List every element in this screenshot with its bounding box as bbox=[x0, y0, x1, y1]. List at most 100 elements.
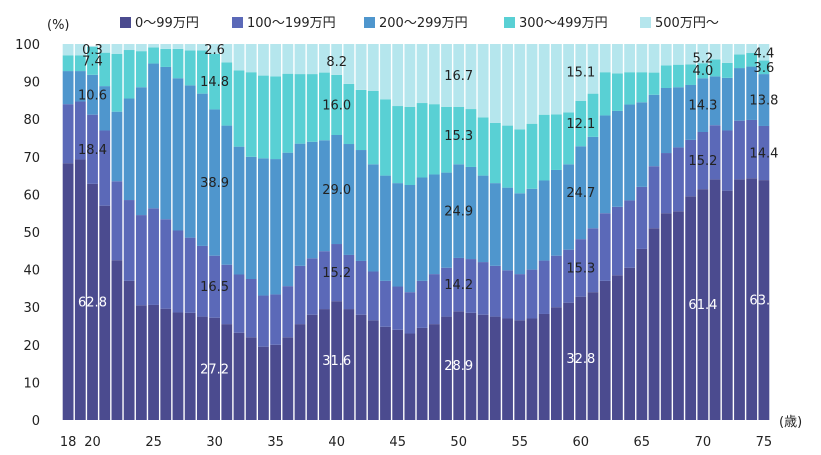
bar-segment-age-28-series-2 bbox=[184, 85, 196, 238]
legend-label: 0〜99万円 bbox=[135, 16, 199, 31]
data-label: 16.7 bbox=[444, 69, 473, 84]
data-label: 62.8 bbox=[78, 295, 107, 310]
bar-segment-age-33-series-0 bbox=[245, 337, 257, 420]
bar-segment-age-71-series-0 bbox=[709, 179, 721, 420]
bar-segment-age-41-series-2 bbox=[343, 144, 355, 255]
bar-segment-age-32-series-1 bbox=[233, 274, 245, 333]
data-label: 15.2 bbox=[322, 266, 351, 281]
bar-segment-age-68-series-0 bbox=[673, 211, 684, 420]
bar-segment-age-66-series-2 bbox=[648, 94, 660, 167]
bar-segment-age-59-series-2 bbox=[563, 164, 574, 250]
bar-segment-age-66-series-0 bbox=[648, 228, 660, 420]
bar-segment-age-61-series-0 bbox=[587, 292, 599, 420]
bar-segment-age-19-series-4 bbox=[74, 44, 86, 56]
bar-segment-age-37-series-3 bbox=[294, 74, 306, 144]
bar-segment-age-67-series-0 bbox=[660, 213, 672, 420]
bar-segment-age-73-series-3 bbox=[734, 54, 745, 69]
bar-segment-age-37-series-0 bbox=[294, 324, 306, 420]
data-label: 38.9 bbox=[200, 176, 229, 191]
legend-label: 100〜199万円 bbox=[247, 16, 336, 31]
x-tick-label: 70 bbox=[695, 435, 712, 450]
bar-segment-age-34-series-3 bbox=[258, 75, 269, 159]
bar-segment-age-21-series-2 bbox=[99, 86, 111, 131]
bar-segment-age-72-series-4 bbox=[721, 44, 733, 63]
bar-segment-age-42-series-3 bbox=[355, 89, 367, 151]
bar-segment-age-64-series-4 bbox=[624, 44, 636, 73]
y-tick-label: 0 bbox=[32, 414, 40, 429]
bar-segment-age-27-series-0 bbox=[172, 312, 184, 420]
legend-swatch bbox=[232, 17, 243, 28]
data-label: 27.2 bbox=[200, 362, 229, 377]
bar-segment-age-73-series-4 bbox=[734, 44, 745, 55]
bar-segment-age-61-series-1 bbox=[587, 228, 599, 293]
bar-segment-age-44-series-4 bbox=[380, 44, 391, 100]
bar-segment-age-69-series-3 bbox=[685, 64, 697, 85]
bar-segment-age-52-series-4 bbox=[477, 44, 489, 118]
bar-segment-age-67-series-2 bbox=[660, 87, 672, 154]
bar-segment-age-59-series-1 bbox=[563, 249, 574, 303]
bar-segment-age-57-series-1 bbox=[538, 260, 550, 314]
bar-segment-age-58-series-3 bbox=[550, 114, 562, 170]
bar-segment-age-23-series-1 bbox=[123, 200, 135, 281]
x-tick-label: 35 bbox=[267, 435, 284, 450]
bar-segment-age-21-series-1 bbox=[99, 130, 111, 206]
bar-segment-age-44-series-3 bbox=[380, 99, 391, 176]
bar-segment-age-20-series-3 bbox=[87, 47, 98, 75]
bar-segment-age-75-series-0 bbox=[758, 180, 770, 420]
bar-segment-age-35-series-4 bbox=[270, 44, 282, 77]
bar-segment-age-34-series-4 bbox=[258, 44, 269, 76]
data-label: 16.0 bbox=[322, 98, 351, 113]
bar-segment-age-53-series-3 bbox=[489, 122, 501, 184]
bar-segment-age-21-series-4 bbox=[99, 44, 111, 53]
bar-segment-age-63-series-3 bbox=[612, 73, 623, 111]
bar-segment-age-27-series-1 bbox=[172, 230, 184, 313]
bar-segment-age-25-series-3 bbox=[148, 47, 159, 64]
bar-segment-age-50-series-2 bbox=[453, 164, 465, 258]
x-tick-label: 45 bbox=[389, 435, 406, 450]
bar-segment-age-41-series-4 bbox=[343, 44, 355, 84]
bar-segment-age-31-series-1 bbox=[221, 264, 233, 325]
bar-segment-age-54-series-4 bbox=[502, 44, 513, 126]
bar-segment-age-35-series-3 bbox=[270, 76, 282, 160]
bar-segment-age-36-series-3 bbox=[282, 73, 294, 153]
bar-segment-age-48-series-4 bbox=[428, 44, 440, 105]
data-label: 12.1 bbox=[566, 117, 595, 132]
bar-segment-age-58-series-4 bbox=[550, 44, 562, 115]
bar-segment-age-69-series-2 bbox=[685, 84, 697, 140]
bar-segment-age-59-series-4 bbox=[563, 44, 574, 113]
bar-segment-age-47-series-2 bbox=[416, 177, 428, 281]
bar-segment-age-61-series-2 bbox=[587, 136, 599, 229]
bar-segment-age-70-series-0 bbox=[697, 189, 709, 420]
bar-segment-age-53-series-1 bbox=[489, 265, 501, 317]
bar-segment-age-49-series-0 bbox=[441, 316, 452, 420]
bar-segment-age-46-series-1 bbox=[404, 292, 416, 334]
bar-segment-age-43-series-0 bbox=[367, 320, 379, 420]
bar-segment-age-24-series-4 bbox=[135, 44, 147, 52]
bar-segment-age-32-series-4 bbox=[233, 44, 245, 71]
bar-segment-age-33-series-4 bbox=[245, 44, 257, 73]
data-label: 2.6 bbox=[204, 43, 225, 58]
bar-segment-age-52-series-0 bbox=[477, 314, 489, 420]
bar-segment-age-44-series-0 bbox=[380, 326, 391, 420]
bar-segment-age-22-series-0 bbox=[111, 260, 123, 420]
bar-segment-age-74-series-4 bbox=[746, 44, 758, 54]
bar-segment-age-69-series-0 bbox=[685, 196, 697, 420]
bar-segment-age-46-series-2 bbox=[404, 185, 416, 293]
y-tick-label: 60 bbox=[23, 188, 40, 203]
bar-segment-age-20-series-0 bbox=[87, 183, 98, 420]
bar-segment-age-72-series-1 bbox=[721, 130, 733, 191]
bar-segment-age-49-series-2 bbox=[441, 172, 452, 268]
bar-segment-age-54-series-2 bbox=[502, 187, 513, 271]
bar-segment-age-57-series-0 bbox=[538, 313, 550, 420]
bar-segment-age-47-series-4 bbox=[416, 44, 428, 104]
bar-segment-age-46-series-3 bbox=[404, 106, 416, 185]
bar-segment-age-19-series-1 bbox=[74, 101, 86, 160]
bar-segment-age-20-series-4 bbox=[87, 45, 98, 48]
legend-label: 500万円〜 bbox=[655, 16, 719, 31]
bar-segment-age-64-series-2 bbox=[624, 104, 636, 201]
bar-segment-age-23-series-3 bbox=[123, 50, 135, 99]
bar-segment-age-47-series-0 bbox=[416, 327, 428, 420]
bar-segment-age-42-series-2 bbox=[355, 150, 367, 261]
bar-segment-age-33-series-1 bbox=[245, 279, 257, 338]
x-tick-label: 18 bbox=[60, 435, 77, 450]
